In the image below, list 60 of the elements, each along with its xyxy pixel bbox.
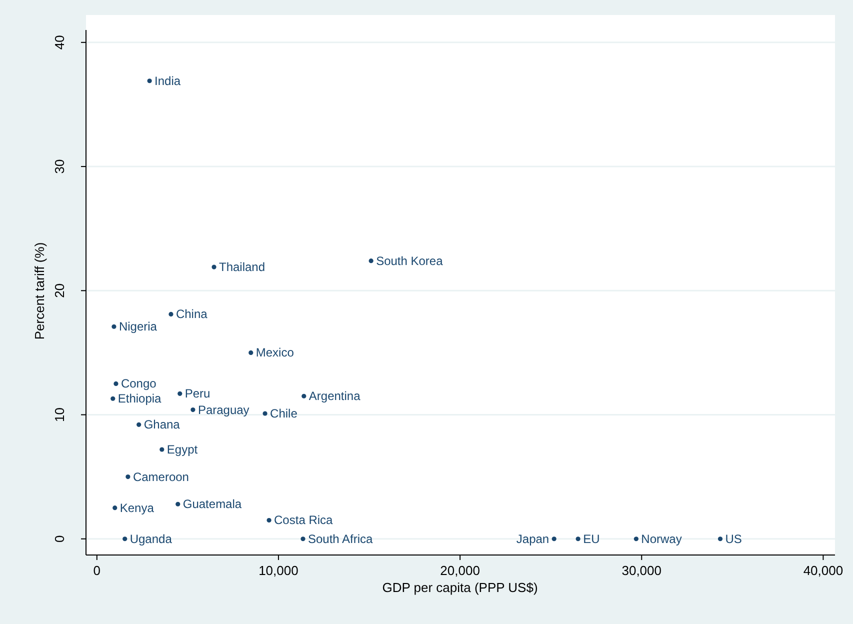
y-axis-title: Percent tariff (%) [32,242,47,340]
series-label: Guatemala [182,497,242,512]
point [126,474,130,480]
series-label: Costa Rica [274,513,334,528]
series-label: Norway [641,532,682,546]
y-tick-label: 20 [52,283,67,298]
x-tick-label: 30,000 [622,563,662,578]
x-tick-label: 10,000 [258,563,298,578]
point [114,381,118,386]
series-label: Kenya [120,500,154,515]
series-label: Chile [270,406,298,421]
series-label: Japan [516,532,550,546]
series-label: Egypt [166,442,198,457]
series-label: Congo [120,376,157,391]
series-label: Paraguay [198,402,250,417]
point [368,258,374,264]
x-tick-label: 40,000 [803,563,844,578]
point [302,394,306,398]
series-label: Ghana [144,418,180,432]
x-tick-label: 0 [93,563,101,578]
series-label: Cameroon [132,470,189,484]
point [110,396,116,401]
series-label: Nigeria [118,320,158,334]
point [552,536,556,542]
series-label: South Korea [376,254,444,268]
series-label: India [154,74,181,88]
series-label: Ethiopia [118,392,162,406]
point [136,422,142,427]
point [300,536,306,542]
series-label: Uganda [130,532,172,546]
series-label: EU [583,532,600,546]
point [112,324,116,329]
series-label: US [725,532,742,546]
y-tick-label: 10 [52,408,67,422]
series-label: Peru [184,386,210,401]
point [266,518,272,523]
point [262,411,268,416]
y-tick-label: 40 [52,35,67,50]
point [212,264,216,270]
series-label: China [176,307,208,322]
point [147,78,152,84]
point [178,391,182,396]
x-axis-title: GDP per capita (PPP US$) [382,580,538,595]
point [718,536,723,542]
series-label: Mexico [256,346,294,360]
point [248,350,254,355]
y-tick-label: 0 [52,535,67,542]
x-tick-label: 20,000 [440,563,480,578]
y-tick-label: 30 [52,159,67,174]
series-label: Thailand [219,260,266,274]
point [576,536,580,542]
point [176,502,180,506]
point [122,536,128,542]
series-label: South Africa [308,532,374,546]
point [160,447,164,452]
series-label: Argentina [308,389,361,404]
point [168,312,174,317]
point [634,536,638,542]
point [112,506,118,510]
point [190,407,196,412]
